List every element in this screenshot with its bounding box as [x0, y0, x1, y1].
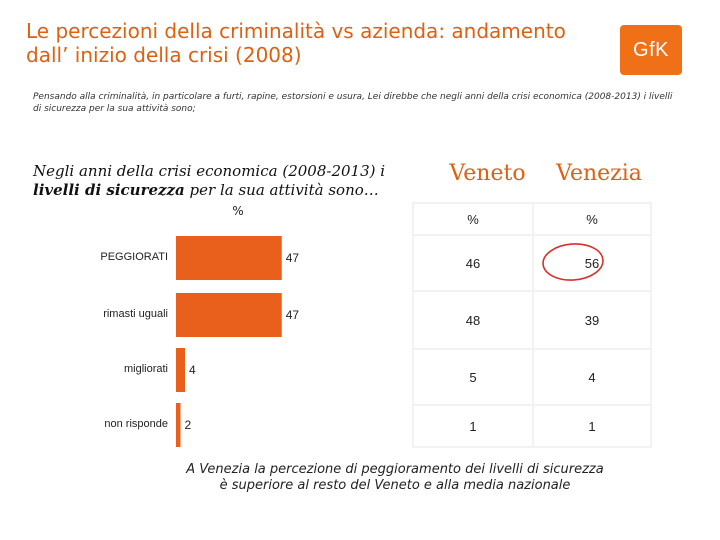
page-title: Le percezioni della criminalità vs azien…	[26, 19, 566, 67]
highlight-circle	[542, 243, 604, 281]
value-label-rimasti-uguali: 47	[285, 308, 300, 322]
chart-title-part2: per la sua attività sono…	[189, 181, 379, 199]
venezia-cell-uguali: 39	[534, 292, 650, 348]
category-label-rimasti-uguali: rimasti uguali	[103, 308, 168, 320]
logo-text: GfK	[633, 38, 669, 61]
survey-question: Pensando alla criminalità, in particolar…	[33, 92, 673, 114]
category-label-migliorati: migliorati	[123, 363, 168, 375]
veneto-cell-non-risponde: 1	[414, 406, 532, 446]
veneto-cell-migliorati: 5	[414, 350, 532, 404]
venezia-header: Venezia	[556, 161, 642, 186]
veneto-cell-uguali: 48	[414, 292, 532, 348]
gfk-logo: GfK	[620, 25, 682, 75]
conclusion-line2: è superiore al resto del Veneto e alla m…	[219, 478, 571, 493]
veneto-header: Veneto	[449, 161, 526, 186]
venezia-cell-peggiorati: 56	[534, 236, 650, 290]
venezia-value-peggiorati: 56	[584, 255, 600, 271]
category-label-peggiorati: PEGGIORATI	[100, 251, 168, 263]
chart-title: Negli anni della crisi economica (2008-2…	[33, 162, 398, 200]
venezia-unit: %	[534, 204, 650, 234]
venezia-cell-non-risponde: 1	[534, 406, 650, 446]
value-label-migliorati: 4	[189, 363, 196, 377]
category-label-non-risponde: non risponde	[104, 418, 168, 430]
chart-unit-label: %	[232, 204, 244, 218]
value-label-non-risponde: 2	[184, 418, 192, 432]
chart-title-bold: livelli di sicurezza	[33, 181, 185, 199]
value-label-peggiorati: 47	[285, 251, 300, 265]
bar-rimasti-uguali	[176, 293, 282, 337]
conclusion-text: A Venezia la percezione di peggioramento…	[160, 462, 630, 494]
bar-non-risponde	[176, 403, 181, 447]
conclusion-line1: A Venezia la percezione di peggioramento…	[186, 462, 604, 477]
veneto-unit: %	[414, 204, 532, 234]
bar-migliorati	[176, 348, 185, 392]
bar-peggiorati	[176, 236, 282, 280]
veneto-cell-peggiorati: 46	[414, 236, 532, 290]
bars-group	[176, 236, 282, 447]
venezia-cell-migliorati: 4	[534, 350, 650, 404]
chart-title-part1: Negli anni della crisi economica (2008-2…	[33, 162, 386, 180]
comparison-table: % % 46 56 48 39 5 4 1 1	[412, 202, 652, 448]
